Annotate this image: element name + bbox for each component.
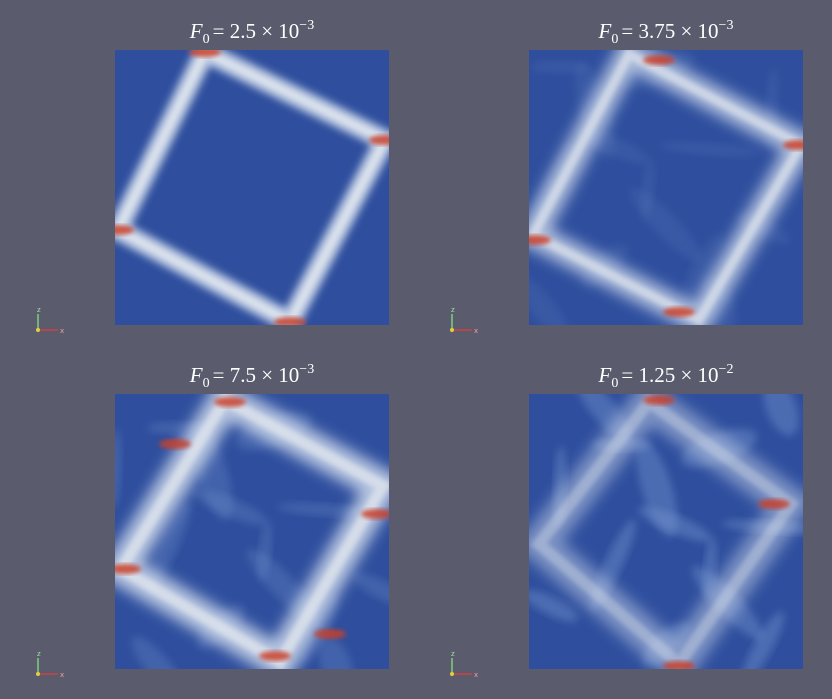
axis-label-z: z — [37, 306, 41, 314]
axis-origin — [450, 672, 454, 676]
panel — [108, 394, 411, 699]
hot-spot — [663, 307, 695, 317]
title-subscript: 0 — [203, 376, 210, 391]
axis-label-x: x — [60, 327, 64, 335]
panel — [520, 372, 822, 687]
axis-label-x: x — [474, 671, 478, 679]
axis-label-z: z — [451, 650, 455, 658]
title-relation: = 7.5 × 10 — [213, 363, 300, 387]
hot-spot — [643, 395, 675, 405]
hot-spot — [758, 499, 790, 509]
field-background — [115, 50, 389, 325]
panel — [507, 43, 815, 346]
title-subscript: 0 — [203, 32, 210, 47]
title-symbol: F — [189, 363, 203, 387]
hot-spot — [159, 439, 191, 449]
title-subscript: 0 — [611, 32, 618, 47]
axis-origin — [450, 328, 454, 332]
title-relation: = 3.75 × 10 — [621, 19, 718, 43]
axis-label-x: x — [60, 671, 64, 679]
title-exponent: −3 — [299, 18, 314, 33]
hot-spot — [214, 397, 246, 407]
title-symbol: F — [598, 363, 612, 387]
axis-origin — [36, 672, 40, 676]
title-relation: = 2.5 × 10 — [213, 19, 300, 43]
figure: F0= 2.5 × 10−3zxF0= 3.75 × 10−3zxF0= 7.5… — [0, 0, 832, 699]
title-exponent: −2 — [719, 362, 734, 377]
panel — [102, 47, 401, 327]
title-subscript: 0 — [611, 376, 618, 391]
title-relation: = 1.25 × 10 — [621, 363, 718, 387]
axis-label-x: x — [474, 327, 478, 335]
hot-spot — [259, 651, 291, 661]
hot-spot — [361, 509, 393, 519]
axis-label-z: z — [37, 650, 41, 658]
hot-spot — [643, 55, 675, 65]
axis-origin — [36, 328, 40, 332]
title-symbol: F — [598, 19, 612, 43]
axis-label-z: z — [451, 306, 455, 314]
hot-spot — [314, 629, 346, 639]
title-exponent: −3 — [719, 18, 734, 33]
title-exponent: −3 — [299, 362, 314, 377]
title-symbol: F — [189, 19, 203, 43]
